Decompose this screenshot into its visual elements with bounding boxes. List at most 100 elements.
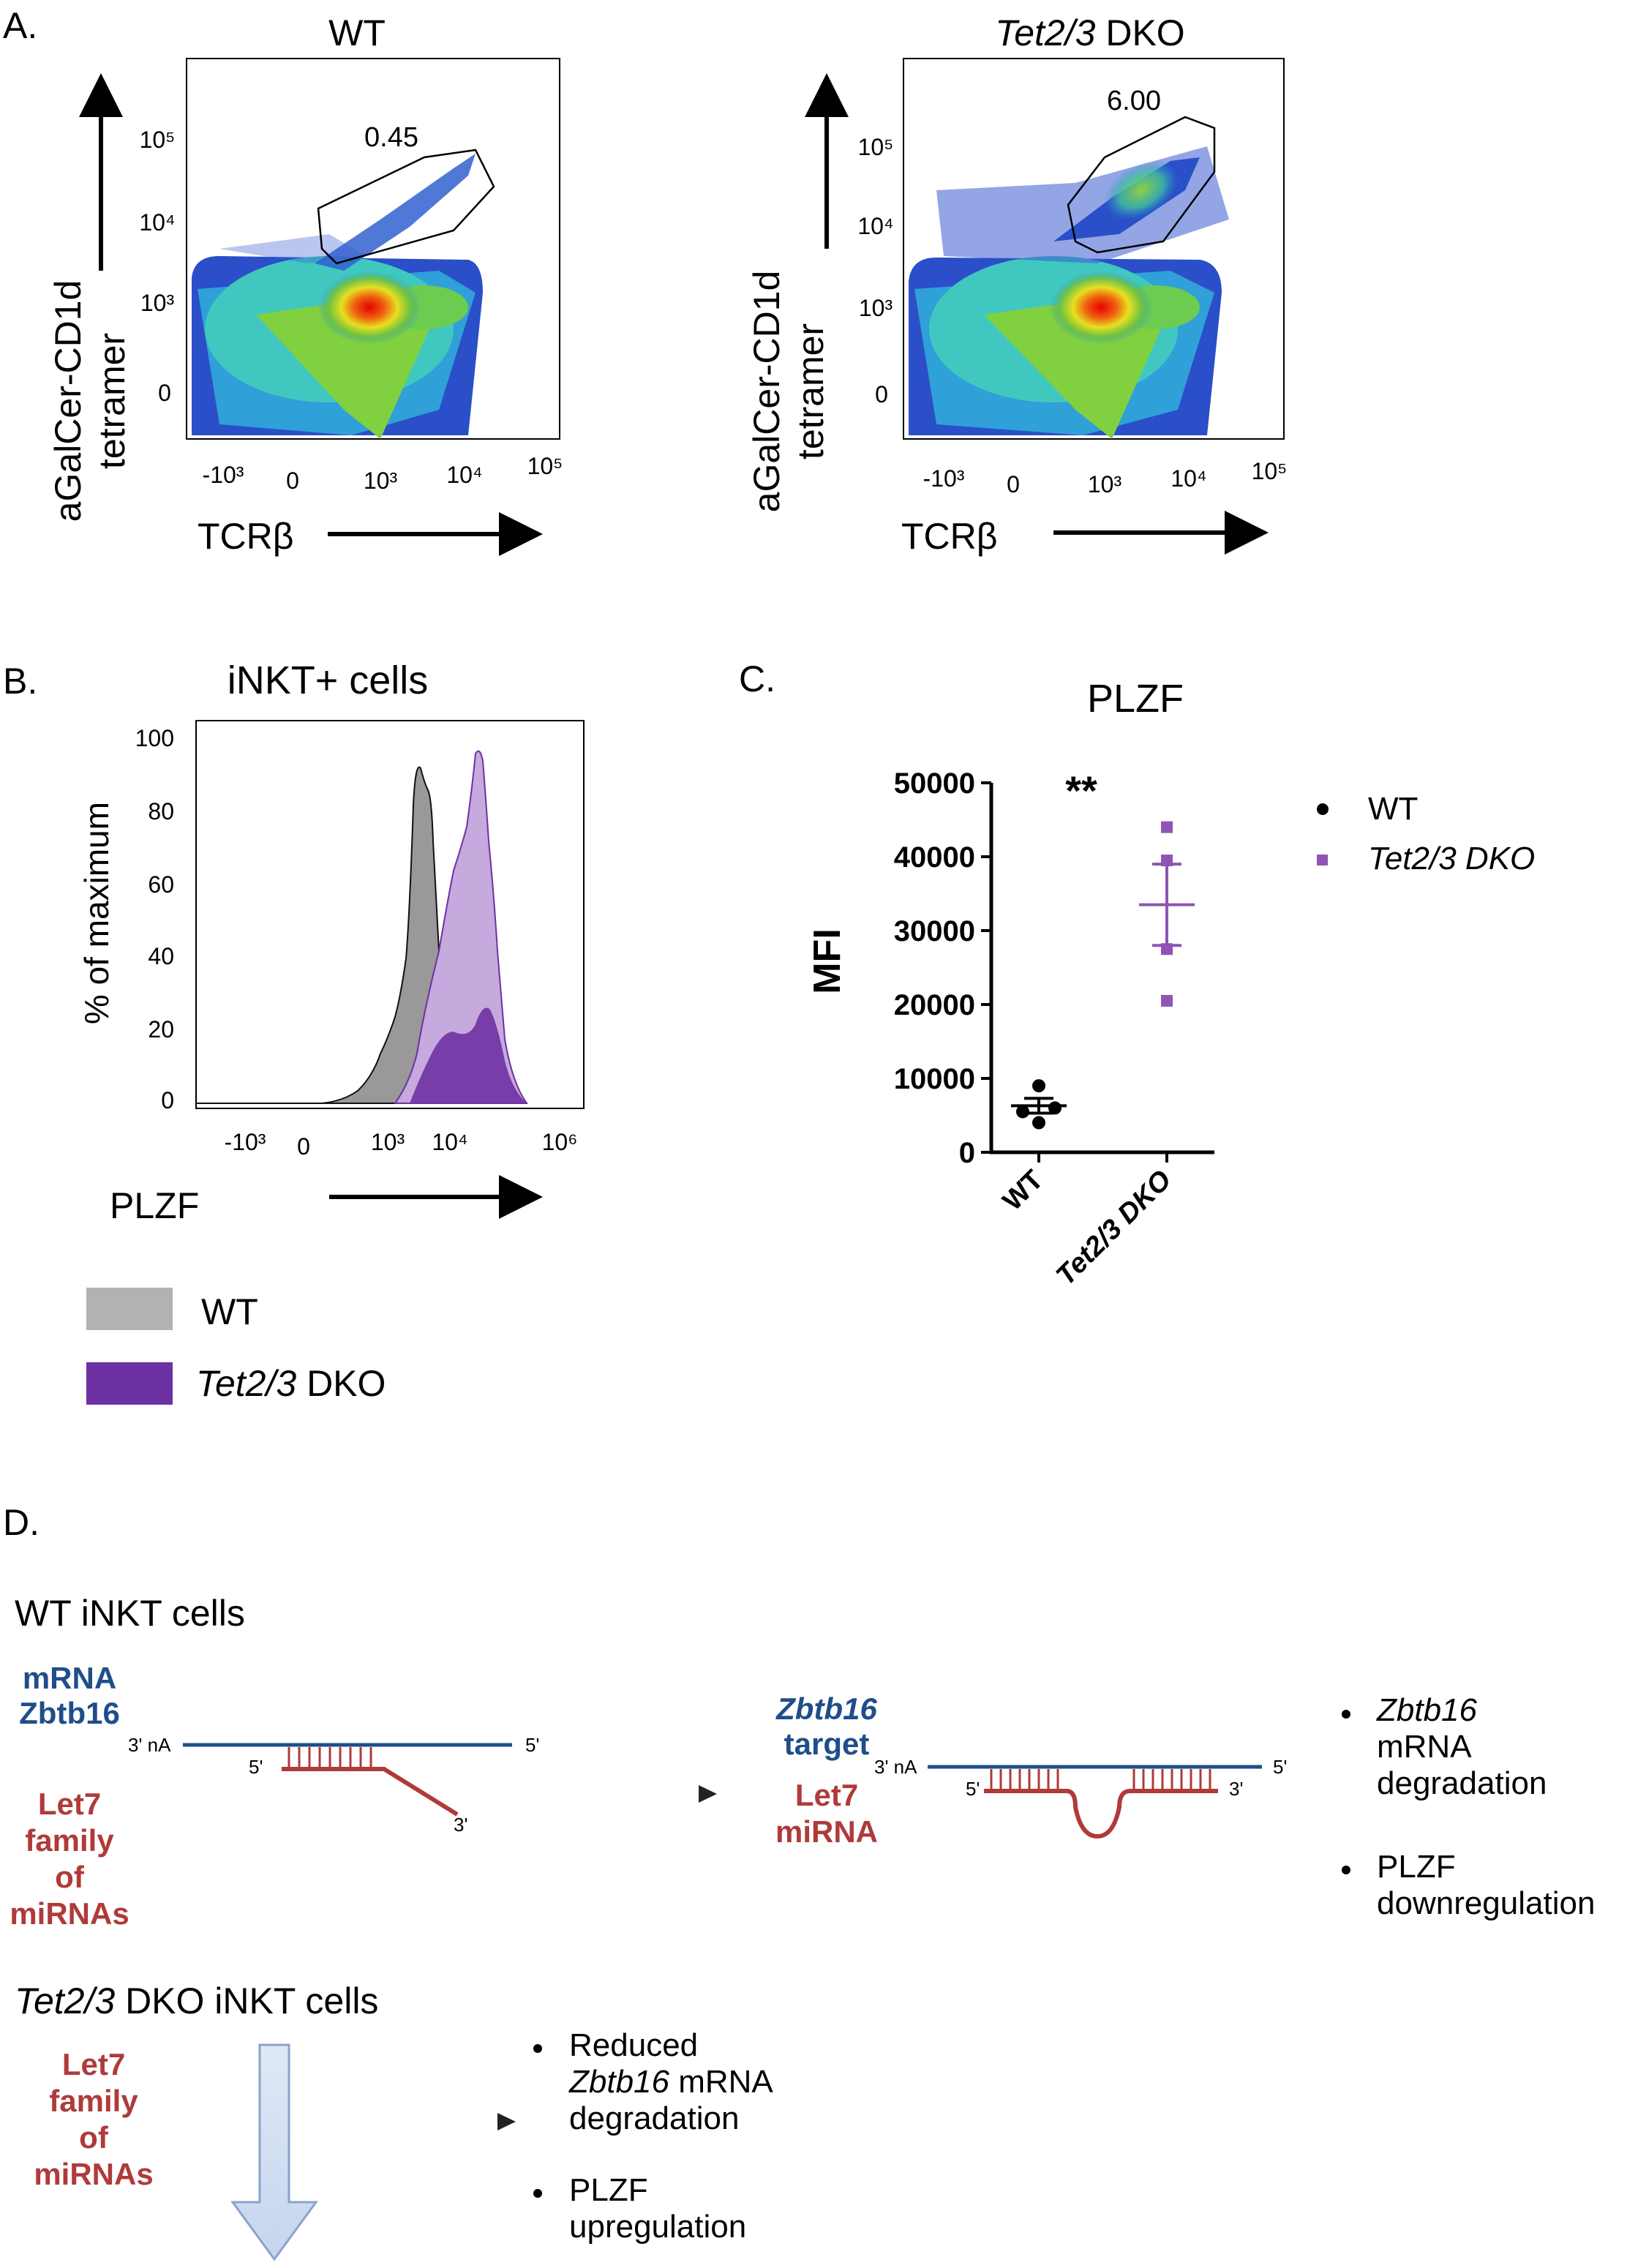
histogram-title: iNKT+ cells (228, 658, 429, 702)
flow-dko-ytick-3: 0 (875, 381, 888, 408)
dko-header: Tet2/3 DKO iNKT cells (15, 1980, 378, 2021)
let7-family-2: family (25, 1823, 114, 1858)
flow-wt-density (192, 154, 483, 439)
hist-y-label: % of maximum (78, 802, 116, 1024)
scatter-point-dko (1161, 994, 1173, 1007)
wt-bullet-1-line2: mRNA (1377, 1729, 1472, 1765)
dko-header-italic: Tet2/3 (15, 1980, 115, 2021)
dko-bullet-1-after: mRNA (669, 2064, 773, 2100)
scatter-ytick-label: 10000 (894, 1063, 975, 1095)
legend-dko-swatch (86, 1362, 173, 1405)
dko-bullet-2-dot (533, 2189, 542, 2198)
flow-dko-y-label: aGalCer-CD1d (746, 271, 787, 513)
scatter-ytick-label: 40000 (894, 841, 975, 874)
hist-ytick-2: 60 (148, 871, 174, 898)
flow-dko-x-label: TCRβ (901, 516, 998, 557)
wt-bullet-2-line2: downregulation (1377, 1885, 1595, 1921)
flow-dko-xtick-3: 10⁴ (1171, 465, 1206, 492)
wt-bullet-2-line1: PLZF (1377, 1849, 1456, 1885)
flow-wt-xtick-0: -10³ (203, 462, 244, 488)
dko-header-rest: DKO iNKT cells (115, 1980, 378, 2021)
flow-wt-xtick-2: 10³ (364, 468, 398, 494)
dko-bullet-1-italic: Zbtb16 (568, 2064, 670, 2100)
flow-dko-xtick-4: 10⁵ (1252, 458, 1288, 484)
scatter-title: PLZF (1087, 677, 1184, 721)
dko-let7-2: family (49, 2084, 138, 2118)
flow-dko-ytick-1: 10⁴ (857, 213, 893, 239)
flow-dko-title-rest: DKO (1095, 12, 1184, 53)
flow-wt-xtick-3: 10⁴ (446, 462, 482, 488)
scatter-point-dko (1161, 821, 1173, 833)
legend-c-wt-marker (1317, 803, 1329, 815)
flow-dko-ytick-2: 10³ (859, 295, 893, 321)
flow-dko-xtick-2: 10³ (1088, 471, 1122, 497)
scatter-xtick-label: WT (997, 1165, 1049, 1217)
scatter-point-wt (1032, 1116, 1045, 1130)
significance-stars: ** (1065, 767, 1097, 814)
wt-bullet-1-line3: degradation (1377, 1765, 1547, 1801)
flow-dko-gate-value: 6.00 (1107, 86, 1161, 116)
hist-ytick-1: 80 (148, 798, 174, 825)
flow-wt-ytick-0: 10⁵ (140, 127, 176, 153)
scatter-ytick-label: 0 (959, 1137, 975, 1169)
legend-c-dko-marker (1317, 855, 1328, 865)
flow-wt-xtick-4: 10⁵ (527, 453, 563, 479)
dko-bullet-2-line1: PLZF (569, 2172, 648, 2208)
dko-let7-3: of (79, 2120, 109, 2155)
hist-xtick-3: 10⁴ (432, 1129, 467, 1155)
flow-dko-y-label2: tetramer (790, 323, 831, 459)
mrna-mirna-partial-duplex: 3' nA 5' 5' 3' (128, 1734, 539, 1836)
flow-plot-dko: Tet2/3 DKO 6.00 10⁵ 10⁴ 10³ 0 -10³ 0 10³… (746, 12, 1287, 557)
hist-ytick-3: 40 (148, 943, 174, 969)
legend-wt-swatch (86, 1288, 173, 1330)
legend-dko-label: Tet2/3 DKO (196, 1363, 386, 1404)
panel-c-label: C. (739, 658, 775, 699)
legend-c-wt-label: WT (1368, 791, 1418, 827)
hist-xtick-4: 10⁶ (542, 1129, 578, 1155)
histogram-legend: WT Tet2/3 DKO (86, 1288, 386, 1405)
flow-wt-y-label: aGalCer-CD1d (48, 280, 89, 522)
right-5: 5' (1273, 1756, 1287, 1778)
left-mirna-3: 3' (454, 1814, 467, 1836)
scatter-ytick-label: 50000 (894, 767, 975, 800)
legend-wt-label: WT (201, 1291, 258, 1332)
dko-bullet-2-line2: upregulation (569, 2209, 746, 2245)
dko-bullet-1-line3: degradation (569, 2100, 739, 2136)
flow-wt-gate (317, 149, 495, 265)
wt-header: WT iNKT cells (15, 1593, 245, 1634)
dko-bullet-1-line1: Reduced (569, 2027, 698, 2063)
flow-dko-title-italic: Tet2/3 (995, 12, 1095, 53)
flow-wt-ytick-2: 10³ (140, 290, 175, 316)
scatter-legend: WT Tet2/3 DKO (1317, 791, 1535, 876)
let7-family-1: Let7 (38, 1787, 101, 1821)
mrna-label-2: Zbtb16 (19, 1696, 120, 1730)
panel-b-label: B. (3, 661, 37, 702)
target-label-1: Zbtb16 (775, 1691, 877, 1726)
legend-dko-rest: DKO (296, 1363, 386, 1404)
let7-mirna-2: miRNA (775, 1814, 878, 1849)
scatter-ytick-label: 30000 (894, 915, 975, 947)
histogram-dko (394, 750, 528, 1104)
scatter-point-wt (1016, 1105, 1029, 1119)
scatter-y-label: MFI (806, 928, 849, 994)
flow-dko-xtick-1: 0 (1007, 471, 1020, 497)
hist-ytick-5: 0 (161, 1087, 174, 1114)
dko-let7-1: Let7 (62, 2047, 125, 2081)
flow-wt-title: WT (328, 12, 386, 53)
hist-ytick-0: 100 (135, 725, 174, 751)
left-mirna-5: 5' (249, 1756, 263, 1778)
panel-d-label: D. (3, 1502, 40, 1543)
hist-xtick-1: 0 (297, 1133, 310, 1160)
flow-dko-gate (1067, 116, 1216, 254)
scatter-ytick-label: 20000 (894, 989, 975, 1021)
hist-ytick-4: 20 (148, 1016, 174, 1043)
flow-dko-ytick-0: 10⁵ (858, 134, 894, 160)
panel-a-label: A. (3, 5, 37, 46)
wt-bullet-2-dot (1342, 1866, 1350, 1874)
hist-xtick-2: 10³ (371, 1129, 405, 1155)
flow-dko-density (909, 146, 1229, 439)
scatter-chart: 0 10000 20000 30000 40000 50000 WT Tet2/3 DKO (894, 767, 1214, 1291)
flow-wt-ytick-1: 10⁴ (139, 209, 175, 236)
dko-bullet-1-line2: Zbtb16 mRNA (568, 2064, 773, 2100)
flow-wt-gate-value: 0.45 (364, 122, 418, 153)
